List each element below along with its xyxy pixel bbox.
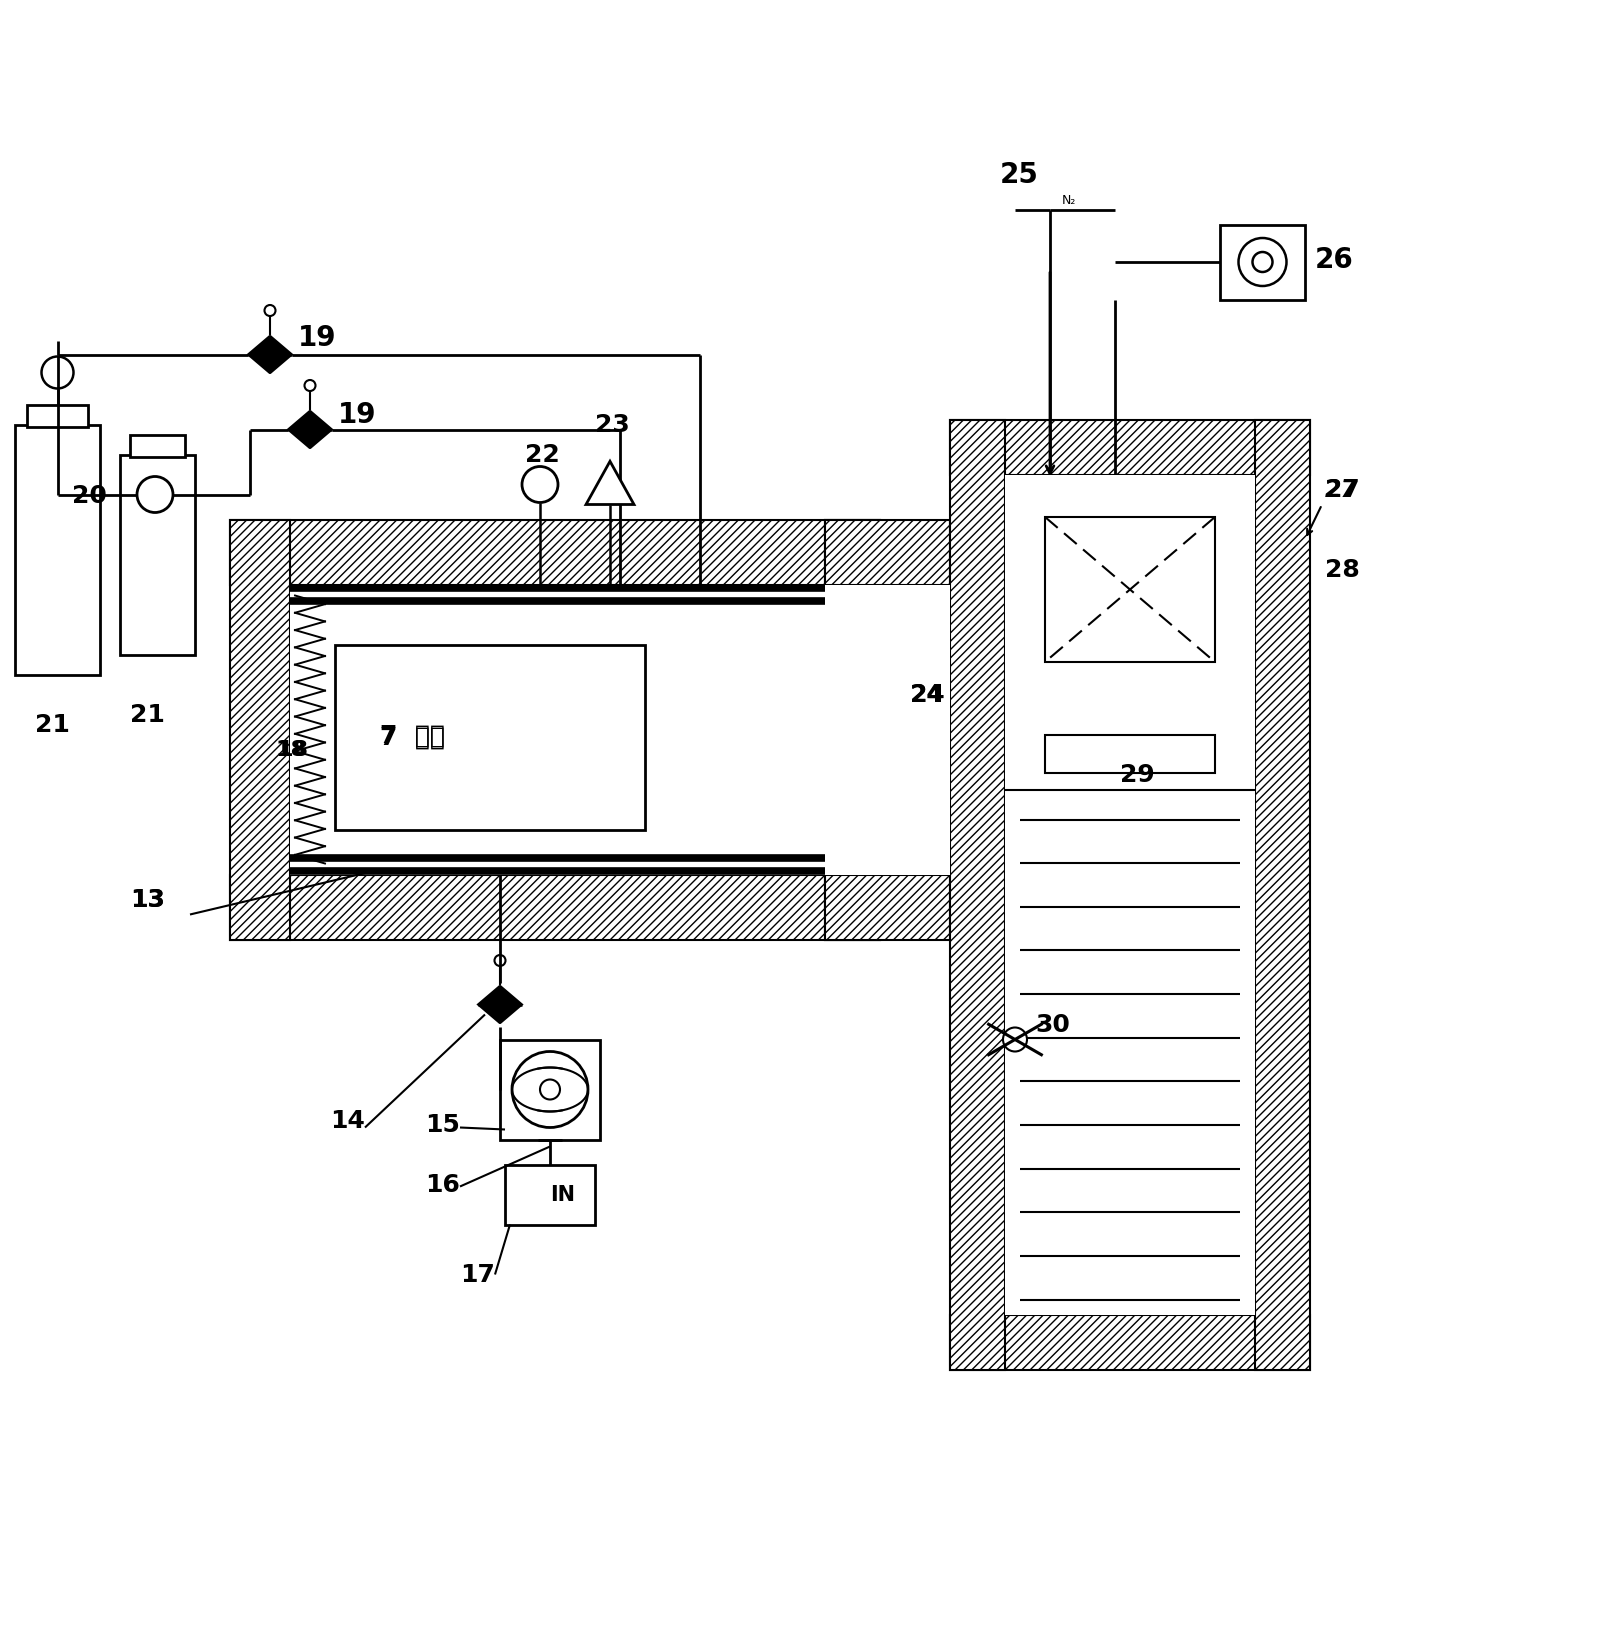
Text: 13: 13 — [130, 888, 164, 911]
Text: 28: 28 — [1324, 557, 1360, 582]
Bar — [500, 1040, 600, 1139]
Text: 22: 22 — [525, 443, 560, 468]
Polygon shape — [500, 986, 521, 1024]
Text: 30: 30 — [1035, 1012, 1070, 1037]
Bar — [825, 585, 949, 875]
Bar — [949, 421, 1006, 1369]
Text: 27: 27 — [1324, 478, 1358, 502]
Bar — [230, 875, 880, 941]
Text: 15: 15 — [425, 1113, 460, 1136]
Bar — [1006, 476, 1255, 1315]
Bar — [230, 520, 880, 585]
Polygon shape — [478, 986, 500, 1024]
Bar — [130, 435, 185, 458]
Circle shape — [1252, 253, 1273, 272]
Bar — [14, 425, 100, 675]
Text: 19: 19 — [298, 324, 336, 352]
Circle shape — [1002, 1029, 1027, 1051]
Polygon shape — [586, 461, 634, 505]
Text: 7  工件: 7 工件 — [380, 725, 444, 750]
Bar — [949, 1315, 1310, 1369]
Bar — [27, 406, 88, 427]
Circle shape — [1239, 240, 1287, 287]
Text: 24: 24 — [911, 683, 944, 707]
Text: 24: 24 — [911, 683, 943, 707]
Bar — [825, 520, 949, 585]
Text: IN: IN — [550, 1185, 574, 1205]
Text: 18: 18 — [275, 740, 306, 760]
Text: 21: 21 — [130, 703, 164, 727]
Text: 25: 25 — [1001, 161, 1039, 189]
Text: 21: 21 — [35, 712, 69, 737]
Text: N₂: N₂ — [1062, 194, 1076, 207]
Polygon shape — [288, 411, 311, 448]
Circle shape — [541, 1079, 560, 1100]
Text: 26: 26 — [1315, 246, 1353, 274]
Text: 7  工件: 7 工件 — [380, 724, 444, 747]
Polygon shape — [248, 336, 270, 373]
Bar — [949, 421, 1310, 476]
Polygon shape — [270, 336, 291, 373]
Bar — [335, 645, 645, 830]
Text: 14: 14 — [330, 1108, 365, 1131]
Bar — [1220, 225, 1305, 300]
Bar — [1044, 735, 1215, 773]
Text: 16: 16 — [425, 1172, 460, 1196]
Bar — [825, 520, 880, 941]
Bar — [121, 455, 195, 655]
Text: 27: 27 — [1324, 478, 1360, 502]
Bar — [290, 585, 825, 875]
Bar — [1255, 421, 1310, 1369]
Text: 17: 17 — [460, 1263, 496, 1286]
Bar — [505, 1165, 595, 1224]
Text: 29: 29 — [1120, 763, 1155, 787]
Text: 20: 20 — [72, 484, 106, 509]
Circle shape — [512, 1051, 587, 1128]
Text: 13: 13 — [130, 888, 164, 911]
Bar — [230, 520, 290, 941]
Polygon shape — [311, 411, 331, 448]
Text: 18: 18 — [278, 740, 309, 760]
Bar — [825, 875, 949, 941]
Bar — [1044, 518, 1215, 662]
Text: 19: 19 — [338, 401, 377, 429]
Text: 23: 23 — [595, 414, 629, 437]
